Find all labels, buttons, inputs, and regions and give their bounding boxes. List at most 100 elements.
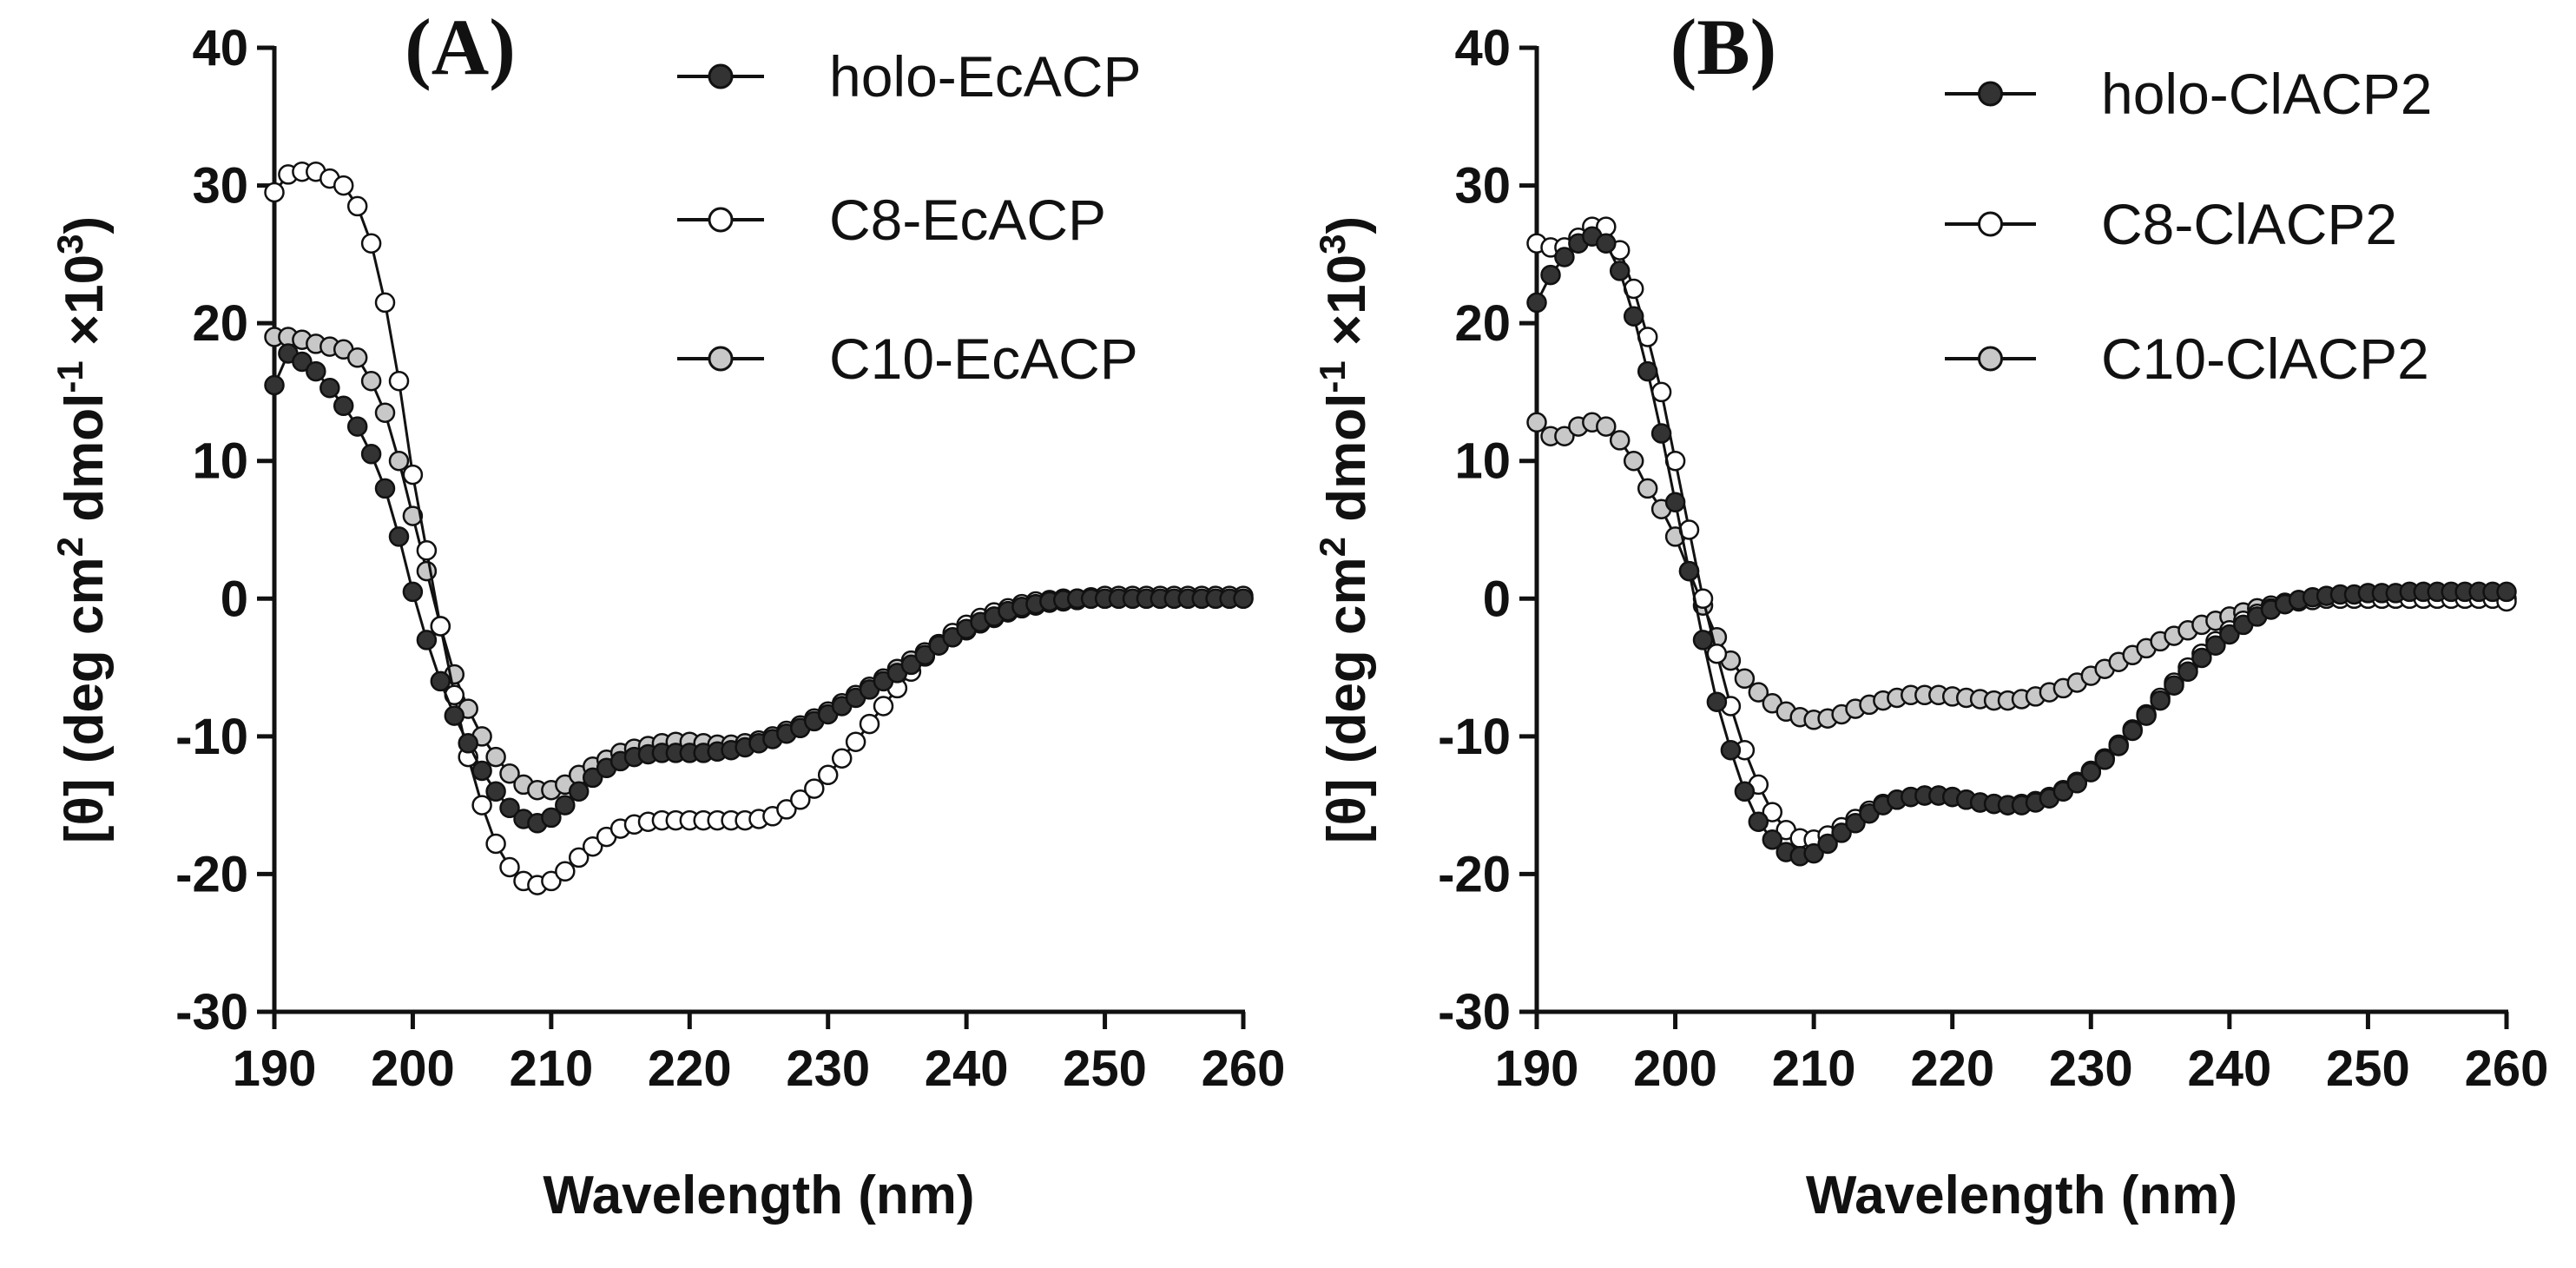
legend-marker-c10 <box>708 346 734 372</box>
data-point <box>555 795 576 816</box>
data-point <box>2219 624 2240 645</box>
x-tick-label: 190 <box>233 1040 317 1097</box>
data-point <box>471 760 492 782</box>
y-tick-label: -20 <box>175 846 248 902</box>
data-point <box>555 861 576 882</box>
series-line-c8 <box>273 170 1243 887</box>
x-axis-title: Wavelength (nm) <box>1806 1166 2237 1225</box>
legend-label-holo: holo-ClACP2 <box>2101 62 2433 126</box>
data-point <box>402 581 424 603</box>
data-point <box>1554 247 1575 267</box>
data-point <box>2122 720 2143 742</box>
data-point <box>430 616 451 637</box>
x-tick-label: 200 <box>371 1040 455 1097</box>
data-point <box>374 402 396 423</box>
chart-panel-b: -30 -20 -10 0 10 20 30 40 190 200 210 220 230 240 250 2… <box>1312 3 2549 1225</box>
legend-marker-holo <box>1978 81 2003 107</box>
x-tick-label: 250 <box>1063 1040 1147 1097</box>
y-tick-label: 30 <box>192 158 248 215</box>
y-axis-title: [θ] (deg cm2 dmol-1 ×103) <box>1312 216 1378 843</box>
data-point <box>1650 423 1672 444</box>
x-tick-label: 250 <box>2326 1040 2410 1097</box>
data-point <box>402 464 424 485</box>
data-point <box>444 705 465 726</box>
x-tick-label: 230 <box>2049 1040 2133 1097</box>
data-point <box>1526 412 1547 433</box>
x-tick-label: 260 <box>2465 1040 2549 1097</box>
series-line-c10 <box>274 335 1243 792</box>
data-point <box>388 526 410 547</box>
data-point <box>1762 802 1783 822</box>
data-point <box>360 444 382 465</box>
data-point <box>499 763 520 784</box>
data-point <box>1596 416 1617 437</box>
data-point <box>374 478 396 499</box>
data-point <box>2164 675 2184 696</box>
data-point <box>1623 450 1644 472</box>
legend-label-c10: C10-EcACP <box>829 327 1138 391</box>
series-c10 <box>264 327 1254 801</box>
data-point <box>1609 430 1631 451</box>
data-point <box>1720 739 1742 761</box>
data-point <box>568 781 590 802</box>
x-tick-label: 210 <box>1772 1040 1856 1097</box>
data-point <box>1762 829 1783 850</box>
data-point <box>388 370 410 392</box>
legend-marker-c8 <box>1978 211 2003 237</box>
series-c8 <box>264 161 1254 895</box>
data-point <box>2136 705 2157 726</box>
y-tick-label: -20 <box>1438 846 1511 902</box>
data-point <box>374 292 396 314</box>
data-point <box>499 797 520 819</box>
data-point <box>333 175 354 196</box>
data-point <box>1845 813 1866 834</box>
data-point <box>804 778 825 799</box>
data-point <box>320 377 340 399</box>
data-point <box>1734 781 1756 802</box>
x-tick-label: 220 <box>1910 1040 1994 1097</box>
data-point <box>914 644 936 666</box>
data-point <box>1803 842 1824 864</box>
data-point <box>499 856 520 878</box>
data-point <box>264 374 285 396</box>
data-point <box>790 789 811 810</box>
data-point <box>541 807 562 829</box>
y-tick-label: -30 <box>175 984 248 1040</box>
data-point <box>1637 478 1658 499</box>
data-point <box>346 195 368 217</box>
data-point <box>2177 661 2198 683</box>
data-point <box>402 505 424 526</box>
x-tick-label: 240 <box>925 1040 1009 1097</box>
data-point <box>471 795 492 816</box>
data-point <box>900 654 922 676</box>
data-point <box>1637 360 1658 382</box>
y-axis-title: [θ] (deg cm2 dmol-1 ×103) <box>49 216 115 843</box>
y-tick-label: -10 <box>175 709 248 765</box>
data-point <box>1540 264 1561 286</box>
data-point <box>1678 560 1700 582</box>
legend-label-holo: holo-EcACP <box>829 44 1142 109</box>
data-point <box>1734 668 1756 690</box>
legend-marker-c8 <box>708 207 734 233</box>
data-point <box>458 733 478 754</box>
x-axis-title: Wavelength (nm) <box>543 1166 974 1225</box>
data-point <box>1650 381 1672 403</box>
legend-marker-c10 <box>1978 346 2003 372</box>
series-holo <box>264 343 1254 834</box>
y-tick-label: 20 <box>1454 295 1511 352</box>
data-point <box>873 696 894 717</box>
x-tick-label: 200 <box>1633 1040 1717 1097</box>
legend-label-c8: C8-EcACP <box>829 188 1106 252</box>
data-point <box>416 560 438 582</box>
data-point <box>346 347 368 368</box>
data-point <box>430 670 451 692</box>
data-point <box>1748 682 1769 703</box>
data-point <box>264 182 285 203</box>
y-tick-label: 0 <box>1483 571 1511 627</box>
data-point <box>485 781 506 802</box>
data-point <box>292 351 313 373</box>
legend-label-c10: C10-ClACP2 <box>2101 327 2429 391</box>
x-tick-label: 210 <box>509 1040 593 1097</box>
data-point <box>541 870 562 892</box>
